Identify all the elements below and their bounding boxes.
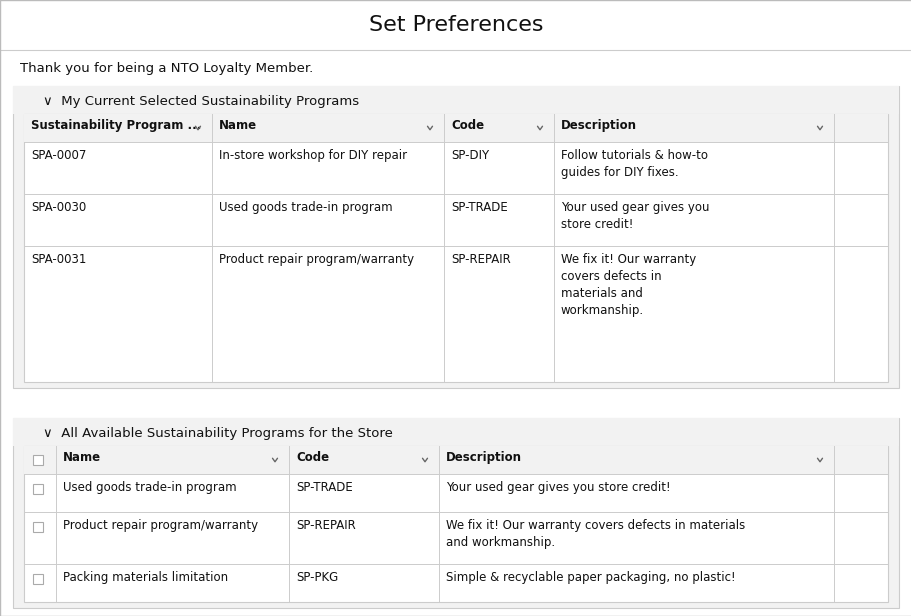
Text: ∨  All Available Sustainability Programs for the Store: ∨ All Available Sustainability Programs … [43, 427, 393, 440]
Text: SP-TRADE: SP-TRADE [451, 201, 507, 214]
Bar [13, 418, 898, 608]
Bar [13, 418, 898, 446]
Text: We fix it! Our warranty covers defects in materials
and workmanship.: We fix it! Our warranty covers defects i… [445, 519, 744, 549]
Bar [24, 114, 887, 382]
Text: Your used gear gives you store credit!: Your used gear gives you store credit! [445, 481, 670, 494]
Text: Set Preferences: Set Preferences [368, 15, 543, 35]
Bar [13, 86, 898, 388]
Text: SP-REPAIR: SP-REPAIR [451, 253, 510, 266]
Text: Code: Code [451, 119, 484, 132]
Text: SP-TRADE: SP-TRADE [296, 481, 353, 494]
Bar [24, 114, 887, 142]
Text: SP-PKG: SP-PKG [296, 571, 338, 584]
Text: Code: Code [296, 451, 329, 464]
Text: In-store workshop for DIY repair: In-store workshop for DIY repair [219, 149, 406, 162]
Text: Description: Description [445, 451, 521, 464]
Text: Used goods trade-in program: Used goods trade-in program [219, 201, 393, 214]
Text: SPA-0031: SPA-0031 [31, 253, 87, 266]
Bar [24, 446, 887, 474]
Text: ∨  My Current Selected Sustainability Programs: ∨ My Current Selected Sustainability Pro… [43, 95, 359, 108]
Text: We fix it! Our warranty
covers defects in
materials and
workmanship.: We fix it! Our warranty covers defects i… [560, 253, 695, 317]
Bar [33, 484, 43, 494]
Bar [33, 522, 43, 532]
Text: Product repair program/warranty: Product repair program/warranty [63, 519, 258, 532]
Text: SP-DIY: SP-DIY [451, 149, 488, 162]
Text: SPA-0030: SPA-0030 [31, 201, 87, 214]
Bar [13, 86, 898, 114]
Text: Follow tutorials & how-to
guides for DIY fixes.: Follow tutorials & how-to guides for DIY… [560, 149, 707, 179]
Text: Name: Name [219, 119, 257, 132]
Text: Simple & recyclable paper packaging, no plastic!: Simple & recyclable paper packaging, no … [445, 571, 735, 584]
Text: Thank you for being a NTO Loyalty Member.: Thank you for being a NTO Loyalty Member… [20, 62, 312, 75]
Bar [33, 455, 43, 465]
Text: Description: Description [560, 119, 636, 132]
Text: Sustainability Program ...: Sustainability Program ... [31, 119, 201, 132]
Text: Used goods trade-in program: Used goods trade-in program [63, 481, 236, 494]
Text: Name: Name [63, 451, 101, 464]
Text: Your used gear gives you
store credit!: Your used gear gives you store credit! [560, 201, 709, 231]
Text: Packing materials limitation: Packing materials limitation [63, 571, 228, 584]
Text: SP-REPAIR: SP-REPAIR [296, 519, 355, 532]
Bar [33, 574, 43, 584]
Text: SPA-0007: SPA-0007 [31, 149, 87, 162]
Text: Product repair program/warranty: Product repair program/warranty [219, 253, 414, 266]
Bar [24, 446, 887, 602]
